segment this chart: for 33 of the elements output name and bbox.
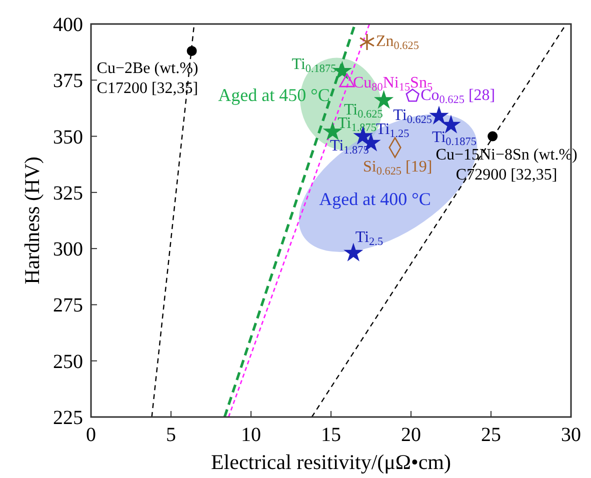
x-tick-label: 25 [481, 424, 501, 446]
y-tick-label: 275 [53, 294, 83, 317]
point [186, 46, 197, 56]
point [339, 73, 355, 88]
series-label: Ti$_{0.1875}$ [432, 129, 477, 148]
x-tick-label: 0 [86, 424, 96, 446]
series-label: Ti$_{2.5}$ [355, 229, 384, 248]
annotation: Aged at 400 °C [319, 189, 431, 209]
y-tick-label: 375 [53, 70, 83, 92]
x-tick-label: 5 [166, 424, 176, 446]
series-label: Cu−2Be (wt.%) C17200 [32,35] [96, 60, 198, 97]
series-label: Ti$_{0.1875}$ [292, 56, 337, 76]
y-tick-label: 225 [53, 407, 83, 429]
point [374, 90, 394, 109]
series-label: Ti$_{1.875}$ [330, 137, 370, 157]
y-tick-label: 300 [53, 238, 83, 261]
series-label: Zn$_{0.625}$ [376, 32, 420, 52]
y-tick-label: 250 [53, 350, 83, 373]
series-label: Si$_{0.625}$ [19] [363, 158, 432, 178]
y-axis-title: Hardness (HV) [20, 156, 44, 284]
y-tick-label: 325 [53, 182, 83, 204]
annotation: Aged at 450 °C [218, 85, 330, 105]
point [344, 242, 364, 262]
x-tick-label: 15 [321, 424, 341, 446]
x-tick-label: 10 [241, 424, 261, 446]
point [441, 114, 461, 134]
x-tick-label: 30 [561, 424, 581, 446]
x-axis-title: Electrical resitivity/(μΩ•cm) [210, 450, 452, 474]
x-tick-label: 20 [401, 424, 421, 446]
y-tick-label: 350 [53, 126, 83, 148]
point [488, 131, 498, 142]
point [359, 33, 375, 51]
y-tick-label: 400 [53, 14, 83, 36]
